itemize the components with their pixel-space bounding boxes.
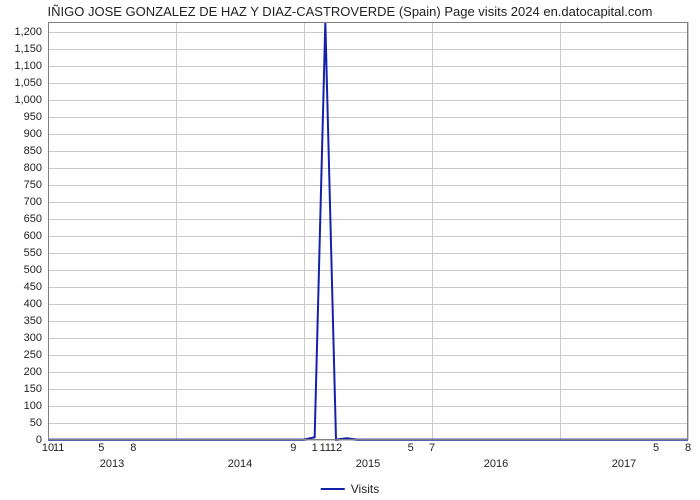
y-tick-label: 550 bbox=[24, 247, 42, 259]
y-tick-label: 850 bbox=[24, 145, 42, 157]
x-minor-label: 8 bbox=[685, 442, 691, 454]
y-tick-label: 1,100 bbox=[14, 60, 42, 72]
y-tick-label: 800 bbox=[24, 162, 42, 174]
y-tick-label: 300 bbox=[24, 332, 42, 344]
x-minor-label: 1 bbox=[312, 442, 318, 454]
x-minor-label: 5 bbox=[408, 442, 414, 454]
x-minor-label: 9 bbox=[290, 442, 296, 454]
y-tick-label: 400 bbox=[24, 298, 42, 310]
gridline-v bbox=[688, 22, 689, 440]
x-minor-label: 8 bbox=[130, 442, 136, 454]
x-major-label: 2016 bbox=[484, 458, 508, 470]
y-tick-label: 900 bbox=[24, 128, 42, 140]
plot-area: 0501001502002503003504004505005506006507… bbox=[48, 22, 688, 440]
x-minor-label: 7 bbox=[429, 442, 435, 454]
y-tick-label: 200 bbox=[24, 366, 42, 378]
y-tick-label: 1,150 bbox=[14, 43, 42, 55]
legend: Visits bbox=[321, 482, 379, 496]
y-tick-label: 450 bbox=[24, 281, 42, 293]
x-major-label: 2015 bbox=[356, 458, 380, 470]
x-major-label: 2013 bbox=[100, 458, 124, 470]
y-tick-label: 100 bbox=[24, 400, 42, 412]
y-tick-label: 700 bbox=[24, 196, 42, 208]
y-tick-label: 1,050 bbox=[14, 77, 42, 89]
legend-label: Visits bbox=[351, 482, 379, 496]
x-major-label: 2017 bbox=[612, 458, 636, 470]
y-tick-label: 600 bbox=[24, 230, 42, 242]
y-tick-label: 1,000 bbox=[14, 94, 42, 106]
x-minor-label: 12 bbox=[330, 442, 342, 454]
series-line bbox=[48, 22, 688, 440]
y-tick-label: 150 bbox=[24, 383, 42, 395]
y-tick-label: 750 bbox=[24, 179, 42, 191]
y-tick-label: 950 bbox=[24, 111, 42, 123]
y-tick-label: 500 bbox=[24, 264, 42, 276]
x-major-label: 2014 bbox=[228, 458, 252, 470]
x-minor-label: 5 bbox=[98, 442, 104, 454]
y-tick-label: 250 bbox=[24, 349, 42, 361]
x-minor-label: 11 bbox=[53, 442, 64, 454]
chart-container: IÑIGO JOSE GONZALEZ DE HAZ Y DIAZ-CASTRO… bbox=[0, 0, 700, 500]
y-tick-label: 650 bbox=[24, 213, 42, 225]
y-tick-label: 350 bbox=[24, 315, 42, 327]
y-tick-label: 1,200 bbox=[14, 26, 42, 38]
y-tick-label: 50 bbox=[30, 417, 42, 429]
chart-title: IÑIGO JOSE GONZALEZ DE HAZ Y DIAZ-CASTRO… bbox=[0, 4, 700, 19]
legend-swatch bbox=[321, 488, 345, 490]
x-minor-label: 5 bbox=[653, 442, 659, 454]
